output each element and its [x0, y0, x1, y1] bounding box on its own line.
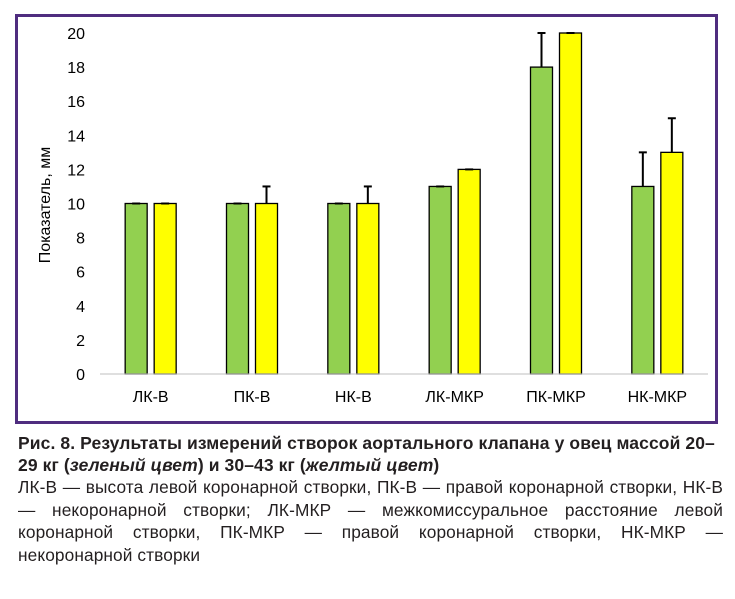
- x-tick-label: ПК-В: [234, 389, 271, 406]
- caption-title-prefix: Рис. 8. Результаты измерений створок аор…: [18, 433, 715, 475]
- y-tick-label: 2: [76, 333, 85, 350]
- bar-series-2: [558, 32, 583, 375]
- bar-series-1: [529, 66, 554, 375]
- bar-series-2: [660, 151, 684, 375]
- caption-yellow-label: желтый цвет: [305, 455, 434, 475]
- bar-series-2: [457, 168, 481, 375]
- y-axis-label: Показатель, мм: [37, 147, 54, 263]
- chart-frame: Показатель, мм 0 2 4 6 8 10 12 14 16 18 20 ЛК-В ПК-В…: [15, 14, 718, 424]
- x-tick-label: НК-МКР: [628, 389, 688, 406]
- y-tick-label: 20: [67, 26, 85, 43]
- x-tick-label: ПК-МКР: [526, 389, 585, 406]
- bar-series-2: [356, 202, 380, 375]
- bar-series-1: [124, 202, 148, 375]
- bar-series-1: [631, 185, 655, 375]
- y-tick-label: 8: [76, 231, 85, 248]
- bar-series-2: [254, 202, 279, 375]
- y-tick-label: 10: [67, 197, 85, 214]
- y-tick-label: 16: [67, 94, 85, 111]
- y-tick-label: 0: [76, 367, 85, 384]
- caption-title: Рис. 8. Результаты измерений створок аор…: [18, 432, 723, 476]
- y-tick-label: 18: [67, 60, 85, 77]
- x-tick-label: НК-В: [335, 389, 372, 406]
- caption-title-suffix: ): [433, 455, 440, 475]
- bar-series-1: [225, 202, 250, 375]
- x-tick-label: ЛК-МКР: [425, 389, 483, 406]
- bar-series-1: [327, 202, 351, 375]
- bar-chart: Показатель, мм 0 2 4 6 8 10 12 14 16 18 20 ЛК-В ПК-В…: [37, 26, 708, 406]
- y-tick-label: 4: [76, 299, 85, 316]
- caption-title-middle: ) и 30–43 кг (: [197, 455, 306, 475]
- caption-body: ЛК-В — высота левой коронарной створки, …: [18, 477, 723, 565]
- caption-green-label: зеленый цвет: [69, 455, 198, 475]
- plot-area: 0 2 4 6 8 10 12 14 16 18 20 ЛК-В ПК-В НК-В ЛК-МКР ПК-МК…: [67, 26, 708, 406]
- y-tick-label: 12: [67, 162, 85, 179]
- y-tick-label: 6: [76, 265, 85, 282]
- x-tick-label: ЛК-В: [133, 389, 169, 406]
- bar-series-2: [153, 202, 177, 375]
- bar-series-1: [428, 185, 452, 375]
- y-tick-label: 14: [67, 128, 85, 145]
- figure-caption: Рис. 8. Результаты измерений створок аор…: [18, 432, 723, 566]
